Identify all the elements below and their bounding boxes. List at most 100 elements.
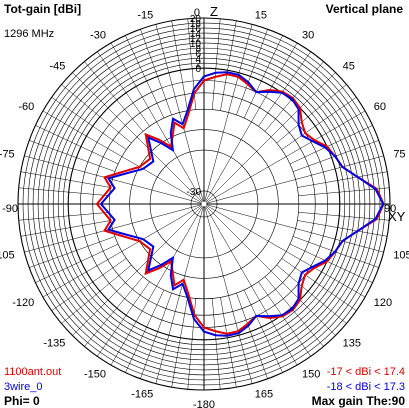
grid-spoke — [42, 110, 202, 203]
grid-spoke — [18, 187, 110, 196]
grid-spoke — [258, 281, 311, 357]
grid-spoke — [205, 72, 336, 203]
angle-tick-label: -15 — [137, 10, 153, 22]
angle-tick-label: -165 — [131, 388, 153, 400]
grid-spoke — [220, 20, 237, 111]
grid-spoke — [51, 258, 127, 311]
angle-tick-label: 150 — [302, 369, 320, 381]
grid-spoke — [206, 110, 366, 203]
range-label-1100ant: -17 < dBi < 17.4 — [326, 366, 405, 378]
series-layer — [95, 71, 385, 337]
grid-spoke — [140, 293, 172, 379]
grid-spoke — [51, 97, 127, 150]
grid-spoke — [205, 42, 298, 202]
grid-spoke — [204, 24, 253, 202]
grid-spoke — [84, 276, 144, 347]
radial-tick-label: 16 — [190, 24, 202, 35]
grid-spoke — [220, 297, 237, 388]
series-line-1100ant — [95, 73, 385, 335]
series-line-3wire — [99, 71, 385, 337]
grid-spoke — [289, 125, 373, 165]
angle-tick-label: 165 — [255, 388, 273, 400]
max-gain-label: Max gain The:90 — [311, 394, 405, 408]
angle-tick-label: -180 — [193, 399, 215, 408]
angle-tick-label: -105 — [0, 250, 15, 262]
grid-spoke — [297, 171, 388, 188]
grid-spoke — [125, 35, 165, 119]
grid-spoke — [205, 205, 336, 336]
angle-tick-label: -75 — [0, 148, 15, 160]
radial-tick-label: 8 — [195, 44, 201, 55]
angle-tick-label: 15 — [255, 10, 267, 22]
grid-spoke — [72, 72, 203, 203]
radial-tick-label: -30 — [187, 187, 202, 198]
grid-spoke — [264, 276, 324, 347]
grid-spoke — [35, 243, 119, 283]
angle-tick-label: 105 — [393, 250, 409, 262]
axis-labels: 0 153045607590105120135150165-180-165-150… — [0, 4, 409, 408]
grid-spoke — [42, 205, 202, 298]
angle-tick-label: 0 — [194, 7, 200, 19]
grid-spoke — [206, 155, 384, 204]
grid-spoke — [281, 258, 357, 311]
radial-tick-label: 6 — [195, 49, 201, 60]
range-label-3wire: -18 < dBi < 17.3 — [326, 381, 405, 393]
chart-title: Tot-gain [dBi] — [4, 2, 82, 16]
grid-spoke — [289, 243, 373, 283]
grid-spoke — [97, 281, 150, 357]
polar-grid — [17, 17, 391, 391]
legend-entry-3wire: 3wire_0 — [4, 381, 43, 393]
radial-tick-label: 12 — [190, 34, 202, 45]
grid-spoke — [281, 97, 357, 150]
grid-spoke — [110, 206, 203, 366]
angle-tick-label: 30 — [302, 29, 314, 41]
radial-tick-label: 0 — [195, 64, 201, 75]
grid-spoke — [236, 29, 268, 115]
plane-label: Vertical plane — [325, 2, 403, 16]
radial-tick-label: 20 — [190, 14, 202, 25]
grid-spoke — [24, 155, 202, 204]
radial-tick-label: 10 — [190, 39, 202, 50]
grid-spoke — [206, 205, 366, 298]
angle-tick-label: -60 — [18, 101, 34, 113]
angle-tick-label: 75 — [393, 148, 405, 160]
angle-tick-label: -120 — [12, 297, 34, 309]
grid-spoke — [212, 18, 221, 110]
grid-spoke — [155, 24, 204, 202]
grid-spoke — [206, 204, 384, 253]
grid-spoke — [24, 204, 202, 253]
grid-spoke — [140, 29, 172, 115]
axis-label-xy: XY — [388, 209, 406, 224]
grid-spoke — [212, 298, 221, 390]
phi-label: Phi= 0 — [4, 394, 40, 408]
grid-spoke — [110, 42, 203, 202]
grid-spoke — [97, 51, 150, 127]
axis-label-z: Z — [210, 4, 218, 19]
grid-spoke — [20, 220, 111, 237]
grid-spoke — [61, 264, 132, 324]
grid-spoke — [276, 84, 347, 144]
grid-spoke — [155, 206, 204, 384]
legend-entry-1100ant: 1100ant.out — [4, 366, 62, 378]
radial-tick-label: 2 — [195, 59, 201, 70]
angle-tick-label: -150 — [84, 369, 106, 381]
grid-spoke — [205, 206, 298, 366]
grid-spoke — [20, 171, 111, 188]
angle-tick-label: 120 — [374, 297, 392, 309]
grid-spoke — [264, 61, 324, 132]
angle-tick-label: 60 — [374, 101, 386, 113]
grid-spoke — [243, 289, 283, 373]
radial-tick-label: 18 — [190, 19, 202, 30]
grid-spoke — [84, 61, 144, 132]
grid-spoke — [236, 293, 268, 379]
angle-tick-label: -30 — [90, 29, 106, 41]
angle-tick-label: -45 — [50, 60, 66, 72]
radial-tick-label: 4 — [195, 54, 201, 65]
angle-tick-label: 45 — [343, 60, 355, 72]
grid-spoke — [72, 205, 203, 336]
grid-spoke — [204, 206, 253, 384]
angle-tick-label: 135 — [343, 338, 361, 350]
grid-spoke — [35, 125, 119, 165]
radial-tick-label: 14 — [190, 29, 202, 40]
